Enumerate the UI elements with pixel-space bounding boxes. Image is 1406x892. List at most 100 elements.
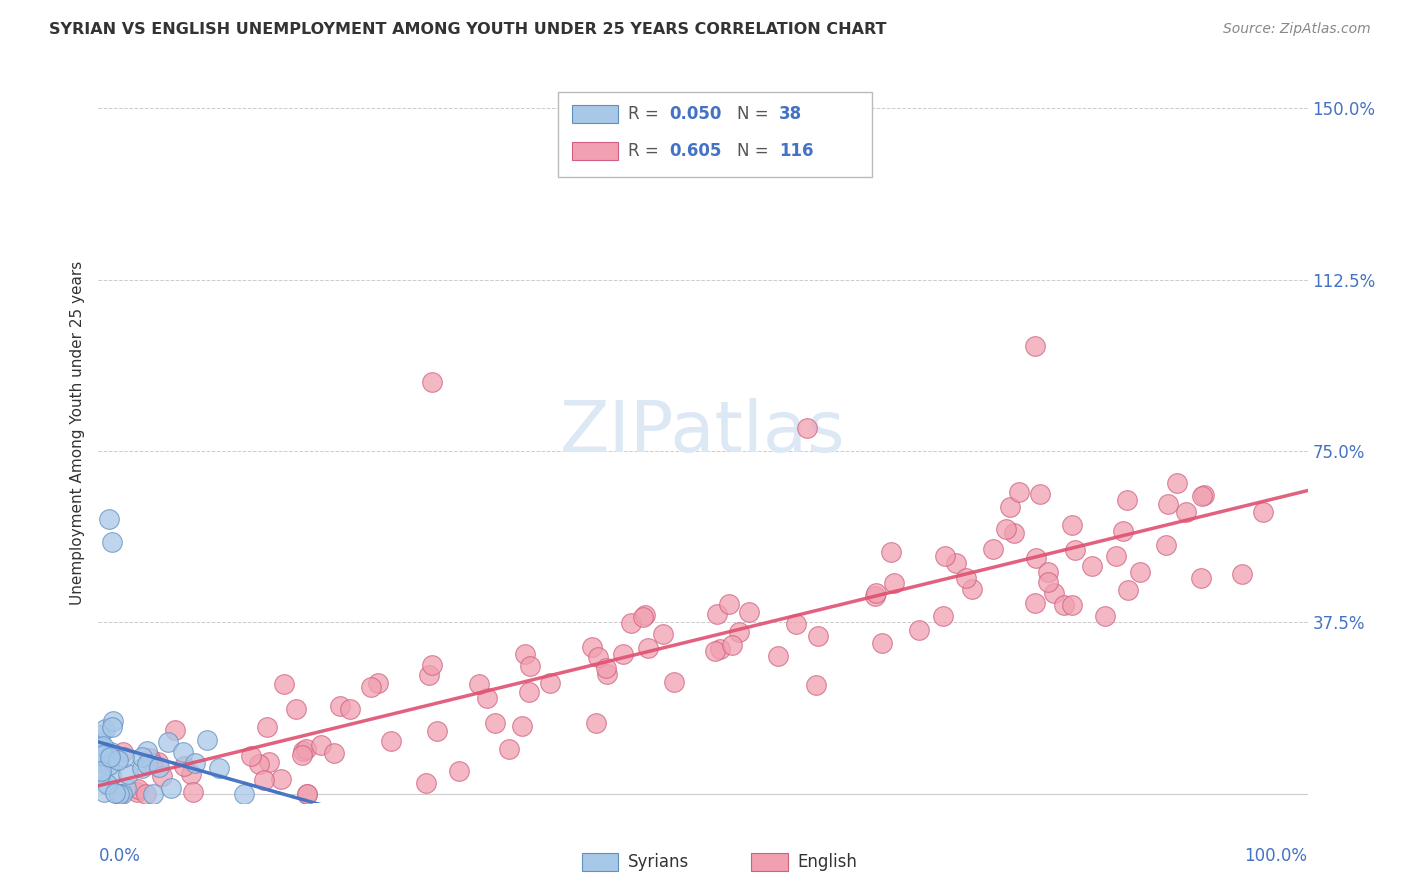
Point bbox=[865, 585, 887, 599]
Point bbox=[449, 764, 471, 778]
Point bbox=[142, 787, 165, 801]
Point bbox=[517, 684, 540, 698]
Text: 38: 38 bbox=[779, 105, 803, 123]
Text: R =: R = bbox=[628, 143, 664, 161]
Point bbox=[955, 571, 977, 585]
Point bbox=[247, 756, 270, 771]
Point bbox=[96, 777, 118, 791]
Point bbox=[117, 766, 139, 780]
Point bbox=[156, 735, 179, 749]
Point bbox=[995, 522, 1018, 536]
Point bbox=[1007, 485, 1029, 500]
Point bbox=[329, 698, 352, 713]
Text: R =: R = bbox=[628, 105, 664, 123]
Point bbox=[467, 677, 489, 691]
Point bbox=[291, 747, 314, 762]
Point bbox=[101, 535, 124, 549]
Text: English: English bbox=[797, 853, 858, 871]
Point bbox=[420, 376, 443, 390]
Text: 0.605: 0.605 bbox=[669, 143, 721, 161]
Point bbox=[184, 756, 207, 771]
Point bbox=[807, 629, 830, 643]
Point bbox=[100, 745, 122, 759]
Point bbox=[89, 756, 111, 770]
Point bbox=[295, 742, 318, 756]
Point bbox=[256, 720, 278, 734]
Point bbox=[111, 787, 134, 801]
Point bbox=[1063, 543, 1085, 558]
Point bbox=[981, 542, 1004, 557]
Point bbox=[115, 781, 138, 796]
Point bbox=[510, 719, 533, 733]
Point bbox=[513, 647, 536, 661]
Point bbox=[717, 598, 740, 612]
Point bbox=[1002, 525, 1025, 540]
Point bbox=[538, 676, 561, 690]
Point bbox=[796, 421, 818, 435]
Point bbox=[297, 787, 319, 801]
Point bbox=[367, 676, 389, 690]
Point bbox=[415, 775, 437, 789]
Point bbox=[1189, 571, 1212, 585]
Point bbox=[1043, 586, 1066, 600]
Point bbox=[97, 512, 120, 526]
Point bbox=[1038, 565, 1060, 579]
Point bbox=[664, 675, 686, 690]
Point bbox=[1116, 493, 1139, 508]
Text: 100.0%: 100.0% bbox=[1244, 847, 1308, 865]
Point bbox=[146, 755, 169, 769]
Point bbox=[634, 608, 657, 623]
Point bbox=[107, 753, 129, 767]
Point bbox=[1105, 549, 1128, 564]
Text: 116: 116 bbox=[779, 143, 814, 161]
Point bbox=[160, 780, 183, 795]
Point bbox=[107, 787, 129, 801]
Point bbox=[637, 640, 659, 655]
Point bbox=[135, 787, 157, 801]
Point bbox=[239, 748, 262, 763]
Point bbox=[93, 723, 115, 737]
Point bbox=[1166, 476, 1188, 491]
Point bbox=[1081, 558, 1104, 573]
Point bbox=[651, 626, 673, 640]
Point bbox=[1112, 524, 1135, 539]
Point bbox=[880, 545, 903, 559]
Point bbox=[208, 761, 231, 775]
Point bbox=[728, 625, 751, 640]
Point bbox=[101, 720, 124, 734]
Point bbox=[620, 615, 643, 630]
Text: 0.0%: 0.0% bbox=[98, 847, 141, 865]
Point bbox=[339, 702, 361, 716]
Point bbox=[323, 746, 346, 760]
Point bbox=[1094, 609, 1116, 624]
Point bbox=[945, 556, 967, 570]
Point bbox=[998, 500, 1021, 514]
Point bbox=[1060, 517, 1083, 532]
Text: N =: N = bbox=[737, 105, 773, 123]
FancyBboxPatch shape bbox=[582, 853, 619, 871]
Point bbox=[420, 658, 443, 673]
Point bbox=[1028, 487, 1050, 501]
Point bbox=[173, 759, 195, 773]
Text: 0.050: 0.050 bbox=[669, 105, 721, 123]
Point bbox=[1053, 598, 1076, 612]
Point bbox=[91, 739, 114, 754]
Point bbox=[595, 661, 617, 675]
Point bbox=[1156, 497, 1178, 511]
Point bbox=[585, 715, 607, 730]
Point bbox=[131, 761, 153, 775]
Point bbox=[138, 751, 160, 765]
Point bbox=[581, 640, 603, 654]
Point bbox=[631, 610, 654, 624]
Point bbox=[1062, 598, 1084, 612]
Point bbox=[127, 781, 149, 796]
Point bbox=[596, 666, 619, 681]
Point bbox=[484, 716, 506, 731]
Point bbox=[285, 702, 308, 716]
FancyBboxPatch shape bbox=[572, 105, 619, 123]
Point bbox=[141, 756, 163, 771]
Point bbox=[108, 787, 131, 801]
Point bbox=[380, 733, 402, 747]
Point bbox=[872, 635, 894, 649]
Point bbox=[908, 623, 931, 637]
